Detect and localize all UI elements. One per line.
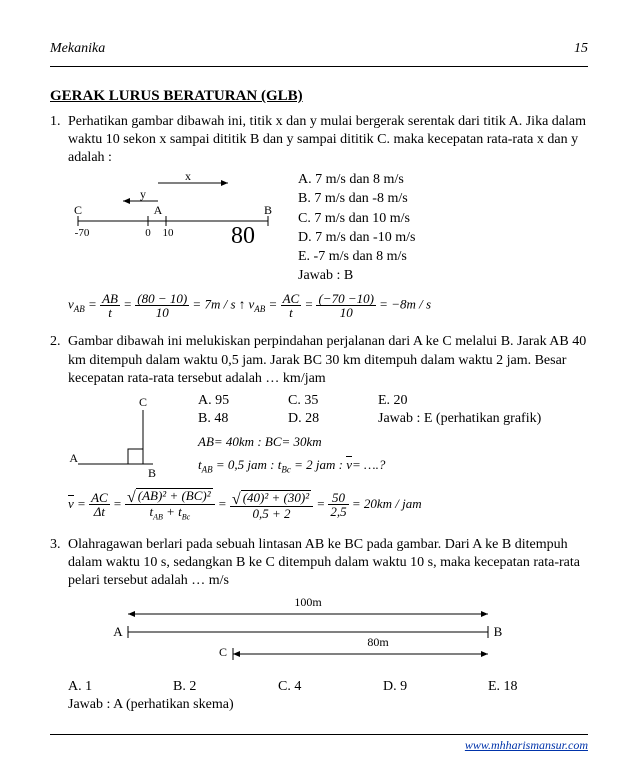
svg-text:x: x xyxy=(185,171,191,183)
svg-text:A: A xyxy=(154,203,163,217)
problem-2-num: 2. xyxy=(50,333,68,521)
header-rule xyxy=(50,66,588,67)
header-page: 15 xyxy=(574,40,588,58)
p2-opt-a: A. 95 xyxy=(198,392,248,410)
svg-text:y: y xyxy=(140,187,146,201)
svg-text:B: B xyxy=(264,203,272,217)
problem-2-body: Gambar dibawah ini melukiskan perpindaha… xyxy=(68,333,588,521)
p3-opt-e: E. 18 xyxy=(488,678,538,696)
p3-opt-a: A. 1 xyxy=(68,678,118,696)
problem-1-options: A. 7 m/s dan 8 m/s B. 7 m/s dan -8 m/s C… xyxy=(298,171,415,286)
svg-text:10: 10 xyxy=(163,227,175,239)
svg-text:C: C xyxy=(74,203,82,217)
svg-text:A: A xyxy=(69,451,78,465)
problem-3-text: Olahragawan berlari pada sebuah lintasan… xyxy=(68,536,588,591)
problem-2-text: Gambar dibawah ini melukiskan perpindaha… xyxy=(68,333,588,388)
svg-text:B: B xyxy=(494,624,503,639)
problem-1-equation: vAB = ABt = (80 − 10)10 = 7m / s ↑ vAB =… xyxy=(68,292,588,319)
problem-3-options: A. 1 B. 2 C. 4 D. 9 E. 18 xyxy=(68,678,588,696)
footer-link[interactable]: www.mhharismansur.com xyxy=(50,734,588,754)
p3-opt-c: C. 4 xyxy=(278,678,328,696)
svg-text:80m: 80m xyxy=(367,635,389,649)
problem-1: 1. Perhatikan gambar dibawah ini, titik … xyxy=(50,113,588,320)
p1-opt-c: C. 7 m/s dan 10 m/s xyxy=(298,210,415,228)
p2-given-1: AB= 40km : BC= 30km xyxy=(198,434,541,451)
p3-opt-b: B. 2 xyxy=(173,678,223,696)
page-header: Mekanika 15 xyxy=(50,40,588,58)
problem-2-opts-row1: A. 95 C. 35 E. 20 xyxy=(198,392,541,410)
problem-3-body: Olahragawan berlari pada sebuah lintasan… xyxy=(68,536,588,715)
p1-opt-a: A. 7 m/s dan 8 m/s xyxy=(298,171,415,189)
p2-given-2: tAB = 0,5 jam : tBc = 2 jam : v= ….? xyxy=(198,457,541,476)
p1-opt-b: B. 7 m/s dan -8 m/s xyxy=(298,190,415,208)
problem-1-body: Perhatikan gambar dibawah ini, titik x d… xyxy=(68,113,588,320)
p2-opt-d: D. 28 xyxy=(288,410,338,428)
problem-2-opts-row2: B. 48 D. 28 Jawab : E (perhatikan grafik… xyxy=(198,410,541,428)
p1-opt-e: E. -7 m/s dan 8 m/s xyxy=(298,248,415,266)
svg-text:C: C xyxy=(219,645,227,659)
problem-3: 3. Olahragawan berlari pada sebuah linta… xyxy=(50,536,588,715)
p1-opt-d: D. 7 m/s dan -10 m/s xyxy=(298,229,415,247)
svg-text:B: B xyxy=(148,466,156,480)
svg-text:80: 80 xyxy=(231,223,255,249)
problem-2-equation: v = ACΔt = (AB)² + (BC)² tAB + tBc = (40… xyxy=(68,488,588,522)
header-title: Mekanika xyxy=(50,40,105,58)
p1-answer: Jawab : B xyxy=(298,267,415,285)
problem-3-diagram: 100m A B C 80m xyxy=(98,594,518,674)
problem-2-diagram: C A B xyxy=(68,392,178,482)
svg-text:-70: -70 xyxy=(75,227,90,239)
problem-2-right: A. 95 C. 35 E. 20 B. 48 D. 28 Jawab : E … xyxy=(198,392,541,477)
svg-text:C: C xyxy=(139,395,147,409)
p2-opt-b: B. 48 xyxy=(198,410,248,428)
p2-answer: Jawab : E (perhatikan grafik) xyxy=(378,410,541,428)
problem-1-diagram: x y C A B -70 0 10 80 xyxy=(68,171,278,251)
p2-opt-c: C. 35 xyxy=(288,392,338,410)
section-title: GERAK LURUS BERATURAN (GLB) xyxy=(50,87,588,107)
problem-1-text: Perhatikan gambar dibawah ini, titik x d… xyxy=(68,113,588,168)
problem-1-num: 1. xyxy=(50,113,68,320)
problem-2: 2. Gambar dibawah ini melukiskan perpind… xyxy=(50,333,588,521)
problem-3-answer: Jawab : A (perhatikan skema) xyxy=(68,696,588,714)
p2-opt-e: E. 20 xyxy=(378,392,428,410)
svg-text:0: 0 xyxy=(145,227,151,239)
problem-3-num: 3. xyxy=(50,536,68,715)
svg-text:100m: 100m xyxy=(294,595,322,609)
p3-opt-d: D. 9 xyxy=(383,678,433,696)
svg-text:A: A xyxy=(113,624,123,639)
